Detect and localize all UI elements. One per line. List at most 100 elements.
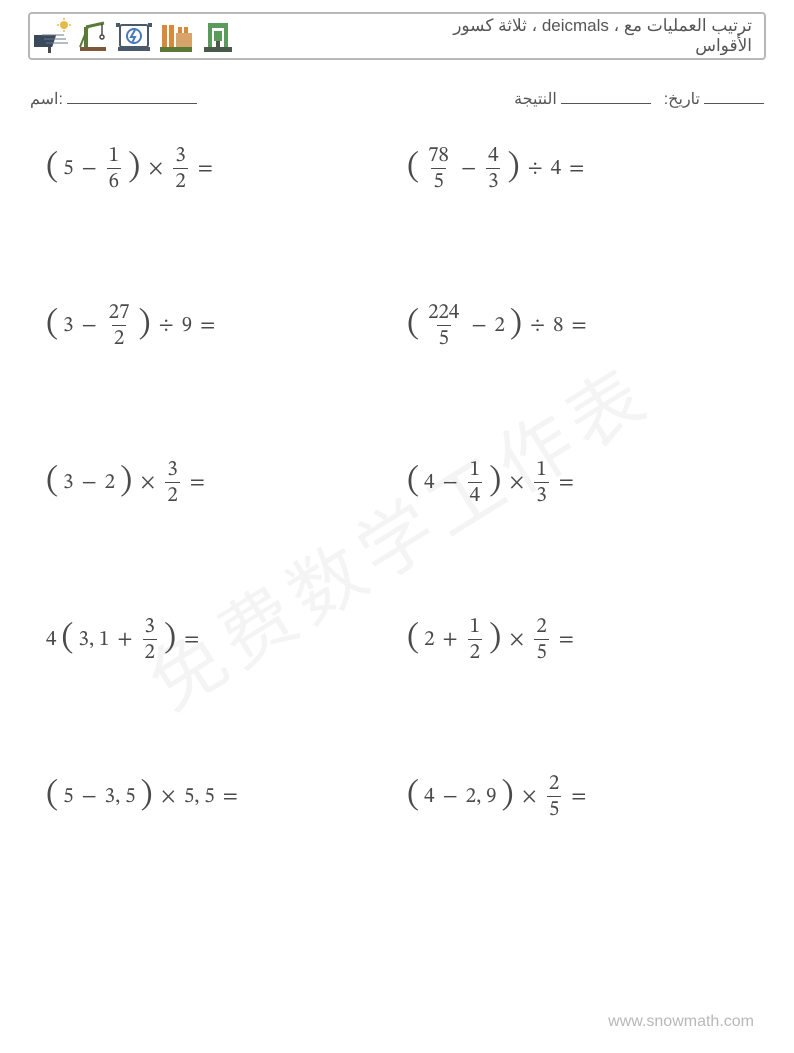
math-token: ÷ (527, 313, 548, 339)
open-paren: ( (61, 622, 73, 656)
close-paren: ) (489, 622, 501, 656)
denominator: 6 (107, 168, 121, 192)
open-paren: ( (407, 622, 419, 656)
date-result-field: النتيجة :تاريخ (514, 88, 764, 109)
math-token: = (195, 156, 216, 182)
open-paren: ( (46, 465, 58, 499)
title-line-1: ترتيب العمليات مع ، deicmals ، ثلاثة كسو… (453, 16, 752, 36)
fraction: 2245 (426, 302, 461, 349)
math-token: 3 (63, 313, 73, 339)
math-problem: (2+12)×25= (407, 616, 748, 663)
result-label: النتيجة (514, 89, 557, 109)
math-token: × (158, 784, 179, 810)
math-token: 2, 9 (466, 784, 497, 810)
numerator: 4 (486, 145, 500, 168)
close-paren: ) (507, 151, 519, 185)
numerator: 2 (547, 773, 561, 796)
numerator: 1 (107, 145, 121, 168)
name-label: اسم: (30, 89, 63, 109)
name-field: اسم: (30, 88, 197, 109)
math-token: = (556, 627, 577, 653)
math-token: 9 (182, 313, 192, 339)
math-problem: (4−2, 9)×25= (407, 773, 748, 820)
math-problem: (5−3, 5)×5, 5= (46, 773, 387, 820)
denominator: 5 (547, 796, 561, 820)
close-paren: ) (489, 465, 501, 499)
denominator: 4 (468, 482, 482, 506)
numerator: 224 (426, 302, 461, 325)
math-token: + (440, 627, 461, 653)
math-token: − (440, 784, 461, 810)
fraction: 25 (534, 616, 548, 663)
math-token: = (197, 313, 218, 339)
math-token: − (440, 470, 461, 496)
fraction: 32 (173, 145, 187, 192)
fraction: 32 (143, 616, 157, 663)
denominator: 2 (165, 482, 179, 506)
math-problem: (2245−2)÷8= (407, 302, 748, 349)
meta-row: اسم: النتيجة :تاريخ (28, 88, 766, 109)
math-token: × (506, 470, 527, 496)
math-token: = (187, 470, 208, 496)
math-token: 3, 5 (105, 784, 136, 810)
fraction: 14 (468, 459, 482, 506)
numerator: 1 (534, 459, 548, 482)
open-paren: ( (407, 308, 419, 342)
open-paren: ( (407, 151, 419, 185)
close-paren: ) (510, 308, 522, 342)
name-underline (67, 88, 197, 104)
worksheet-header: ترتيب العمليات مع ، deicmals ، ثلاثة كسو… (28, 12, 766, 60)
math-token: − (79, 784, 100, 810)
math-token: 4 (424, 470, 434, 496)
math-token: = (181, 627, 202, 653)
math-token: 3, 1 (79, 627, 110, 653)
math-token: 4 (46, 627, 56, 653)
fraction: 25 (547, 773, 561, 820)
denominator: 2 (143, 639, 157, 663)
crane-icon (74, 17, 112, 55)
result-underline (561, 88, 651, 104)
math-token: − (79, 313, 100, 339)
math-problem: 4(3, 1+32)= (46, 616, 387, 663)
fraction: 785 (426, 145, 451, 192)
math-token: 3 (63, 470, 73, 496)
numerator: 1 (468, 459, 482, 482)
numerator: 27 (107, 302, 132, 325)
math-token: = (568, 784, 589, 810)
math-token: 5 (63, 784, 73, 810)
math-token: × (519, 784, 540, 810)
open-paren: ( (407, 465, 419, 499)
denominator: 3 (486, 168, 500, 192)
denominator: 5 (431, 168, 445, 192)
math-token: = (566, 156, 587, 182)
denominator: 5 (534, 639, 548, 663)
math-token: ÷ (525, 156, 546, 182)
math-token: 2 (105, 470, 115, 496)
math-token: × (506, 627, 527, 653)
math-problem: (3−272)÷9= (46, 302, 387, 349)
math-token: × (137, 470, 158, 496)
math-token: − (79, 156, 100, 182)
close-paren: ) (120, 465, 132, 499)
fraction: 43 (486, 145, 500, 192)
date-label: :تاريخ (664, 89, 700, 109)
fraction: 12 (468, 616, 482, 663)
numerator: 1 (468, 616, 482, 639)
math-token: = (556, 470, 577, 496)
machine-press-icon (198, 17, 238, 55)
close-paren: ) (141, 779, 153, 813)
problems-grid: (5−16)×32=(785−43)÷4=(3−272)÷9=(2245−2)÷… (28, 145, 766, 820)
numerator: 3 (173, 145, 187, 168)
math-problem: (4−14)×13= (407, 459, 748, 506)
math-token: + (114, 627, 135, 653)
math-token: 5, 5 (184, 784, 215, 810)
fraction: 16 (107, 145, 121, 192)
numerator: 3 (165, 459, 179, 482)
math-token: − (458, 156, 479, 182)
fraction: 32 (165, 459, 179, 506)
close-paren: ) (128, 151, 140, 185)
close-paren: ) (502, 779, 514, 813)
open-paren: ( (46, 308, 58, 342)
fraction: 13 (534, 459, 548, 506)
math-token: 8 (553, 313, 563, 339)
